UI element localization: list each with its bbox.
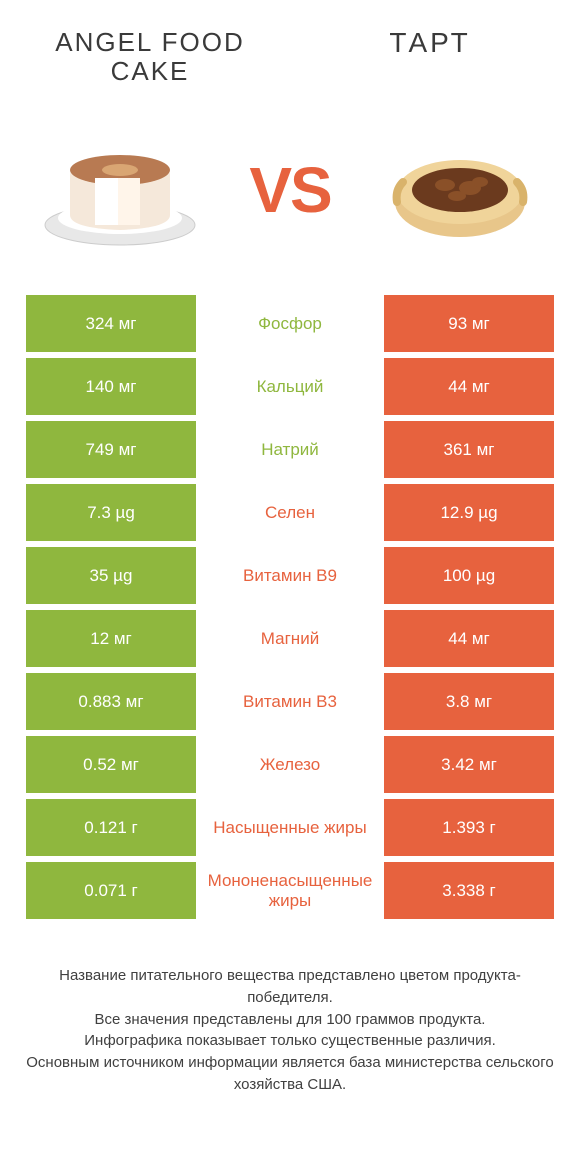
angel-food-cake-icon: [40, 130, 200, 250]
footer-line: Название питательного вещества представл…: [26, 965, 554, 1009]
right-value-cell: 1.393 г: [384, 799, 554, 856]
right-value-cell: 44 мг: [384, 358, 554, 415]
left-product-image: [40, 125, 200, 255]
nutrient-name-cell: Магний: [196, 610, 384, 667]
table-row: 0.52 мгЖелезо3.42 мг: [26, 736, 554, 793]
right-product-image: [380, 125, 540, 255]
footer-line: Основным источником информации является …: [26, 1052, 554, 1096]
left-value-cell: 749 мг: [26, 421, 196, 478]
nutrient-name-cell: Кальций: [196, 358, 384, 415]
right-value-cell: 93 мг: [384, 295, 554, 352]
left-value-cell: 0.121 г: [26, 799, 196, 856]
footer-line: Инфографика показывает только существенн…: [26, 1030, 554, 1052]
left-value-cell: 0.071 г: [26, 862, 196, 919]
nutrient-name-cell: Витамин B3: [196, 673, 384, 730]
nutrient-name-cell: Витамин B9: [196, 547, 384, 604]
table-row: 140 мгКальций44 мг: [26, 358, 554, 415]
left-value-cell: 140 мг: [26, 358, 196, 415]
table-row: 12 мгМагний44 мг: [26, 610, 554, 667]
table-row: 35 µgВитамин B9100 µg: [26, 547, 554, 604]
vs-label: VS: [249, 153, 330, 227]
footer-line: Все значения представлены для 100 граммо…: [26, 1009, 554, 1031]
left-value-cell: 35 µg: [26, 547, 196, 604]
table-row: 324 мгФосфор93 мг: [26, 295, 554, 352]
right-value-cell: 12.9 µg: [384, 484, 554, 541]
nutrient-name-cell: Натрий: [196, 421, 384, 478]
table-row: 7.3 µgСелен12.9 µg: [26, 484, 554, 541]
table-row: 0.071 гМононенасыщенные жиры3.338 г: [26, 862, 554, 919]
tart-icon: [385, 130, 535, 250]
nutrient-name-cell: Фосфор: [196, 295, 384, 352]
comparison-table: 324 мгФосфор93 мг140 мгКальций44 мг749 м…: [0, 295, 580, 919]
right-value-cell: 3.338 г: [384, 862, 554, 919]
left-value-cell: 0.883 мг: [26, 673, 196, 730]
right-product-title: ТАРТ: [330, 28, 530, 59]
nutrient-name-cell: Мононенасыщенные жиры: [196, 862, 384, 919]
nutrient-name-cell: Селен: [196, 484, 384, 541]
table-row: 0.883 мгВитамин B33.8 мг: [26, 673, 554, 730]
right-value-cell: 3.8 мг: [384, 673, 554, 730]
footer-notes: Название питательного вещества представл…: [0, 925, 580, 1096]
header: ANGEL FOOD CAKE ТАРТ: [0, 0, 580, 95]
left-value-cell: 0.52 мг: [26, 736, 196, 793]
right-value-cell: 44 мг: [384, 610, 554, 667]
table-row: 749 мгНатрий361 мг: [26, 421, 554, 478]
right-value-cell: 100 µg: [384, 547, 554, 604]
left-product-title: ANGEL FOOD CAKE: [50, 28, 250, 85]
left-value-cell: 324 мг: [26, 295, 196, 352]
left-value-cell: 12 мг: [26, 610, 196, 667]
right-value-cell: 3.42 мг: [384, 736, 554, 793]
vs-row: VS: [0, 95, 580, 295]
table-row: 0.121 гНасыщенные жиры1.393 г: [26, 799, 554, 856]
left-value-cell: 7.3 µg: [26, 484, 196, 541]
nutrient-name-cell: Железо: [196, 736, 384, 793]
nutrient-name-cell: Насыщенные жиры: [196, 799, 384, 856]
right-value-cell: 361 мг: [384, 421, 554, 478]
